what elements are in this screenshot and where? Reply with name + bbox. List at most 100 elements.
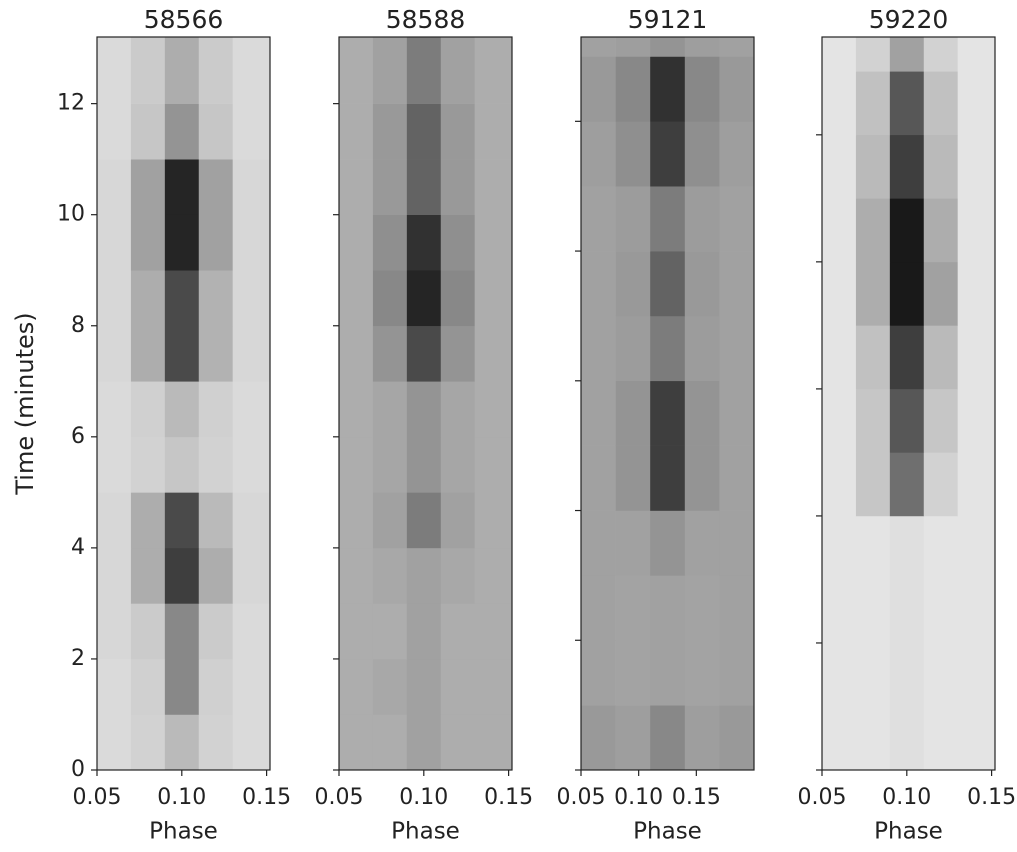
heatmap-cell xyxy=(719,251,755,317)
heatmap-cell xyxy=(97,714,132,771)
heatmap-cell xyxy=(923,579,958,644)
heatmap-cell xyxy=(232,603,271,660)
heatmap-cell xyxy=(650,315,686,382)
heatmap-cell xyxy=(130,159,166,215)
y-tick-label: 2 xyxy=(71,646,85,671)
heatmap-cell xyxy=(406,714,442,771)
heatmap-cell xyxy=(130,658,166,715)
x-axis-label: Phase xyxy=(149,819,218,845)
heatmap-cell xyxy=(615,640,651,706)
heatmap-cell xyxy=(372,547,408,604)
x-tick-label: 0.05 xyxy=(557,785,606,810)
heatmap-cell xyxy=(232,436,271,493)
heatmap-cell xyxy=(164,492,200,549)
heatmap-cell xyxy=(440,714,475,771)
heatmap-cell xyxy=(650,705,686,771)
heatmap-cell xyxy=(957,579,996,644)
heatmap-cell xyxy=(719,380,755,446)
heatmap-cell xyxy=(198,270,233,327)
heatmap-cell xyxy=(719,510,755,576)
heatmap-cell xyxy=(889,515,925,580)
heatmap-cell xyxy=(650,37,686,57)
heatmap-cell xyxy=(232,658,271,715)
heatmap-cell xyxy=(650,56,686,122)
heatmap-cell xyxy=(130,325,166,382)
heatmap-cell xyxy=(372,103,408,160)
heatmap-cell xyxy=(684,705,720,771)
heatmap-cell xyxy=(719,121,755,187)
heatmap-cell xyxy=(440,547,475,604)
heatmap-cell xyxy=(164,658,200,715)
heatmap-cell xyxy=(372,714,408,771)
heatmap-cell xyxy=(232,714,271,771)
heatmap-cell xyxy=(130,603,166,660)
heatmap-cell xyxy=(97,658,132,715)
heatmap-cell xyxy=(97,37,132,104)
heatmap-cell xyxy=(615,445,651,511)
heatmap-cell xyxy=(855,261,891,326)
heatmap-cell xyxy=(440,270,475,327)
heatmap-cell xyxy=(615,380,651,446)
heatmap-cell xyxy=(406,658,442,715)
x-tick-label: 0.05 xyxy=(73,785,122,810)
heatmap-cell xyxy=(684,186,720,252)
heatmap-cell xyxy=(406,325,442,382)
heatmap-cell xyxy=(855,325,891,390)
heatmap-cell xyxy=(232,547,271,604)
heatmap-cell xyxy=(232,103,271,160)
heatmap-cell xyxy=(232,381,271,438)
heatmap-cell xyxy=(957,706,996,771)
heatmap-cell xyxy=(232,325,271,382)
heatmap-cell xyxy=(474,381,513,438)
heatmap-cell xyxy=(719,37,755,57)
heatmap-cell xyxy=(889,388,925,453)
heatmap-cell xyxy=(889,642,925,707)
heatmap-cell xyxy=(97,492,132,549)
heatmap-cell xyxy=(889,706,925,771)
heatmap-cell xyxy=(684,510,720,576)
heatmap-cell xyxy=(889,452,925,517)
heatmap-cell xyxy=(650,510,686,576)
heatmap-cell xyxy=(474,547,513,604)
heatmap-cell xyxy=(339,37,374,104)
heatmap-cell xyxy=(923,261,958,326)
heatmap-cell xyxy=(164,603,200,660)
heatmap-cell xyxy=(440,603,475,660)
x-tick-label: 0.10 xyxy=(614,785,663,810)
heatmap-cell xyxy=(372,325,408,382)
heatmap-cell xyxy=(650,121,686,187)
panel-title: 59220 xyxy=(869,5,949,34)
heatmap-cell xyxy=(581,640,616,706)
heatmap-cell xyxy=(923,71,958,136)
heatmap xyxy=(581,37,755,771)
heatmap-cell xyxy=(684,575,720,641)
heatmap-cell xyxy=(822,71,857,136)
heatmap-cell xyxy=(406,492,442,549)
x-tick-label: 0.05 xyxy=(315,785,364,810)
heatmap-cell xyxy=(822,325,857,390)
heatmap-cell xyxy=(855,452,891,517)
heatmap-cell xyxy=(372,159,408,215)
x-tick-label: 0.10 xyxy=(399,785,448,810)
y-tick-label: 12 xyxy=(57,91,85,116)
x-tick-label: 0.15 xyxy=(484,785,533,810)
heatmap-cell xyxy=(474,492,513,549)
heatmap-cell xyxy=(923,388,958,453)
heatmap-cell xyxy=(164,270,200,327)
heatmap-cell xyxy=(406,103,442,160)
heatmap-cell xyxy=(923,325,958,390)
heatmap-cell xyxy=(615,510,651,576)
heatmap-cell xyxy=(97,103,132,160)
plot-frame xyxy=(338,36,513,771)
heatmap-cell xyxy=(130,270,166,327)
heatmap-cell xyxy=(822,198,857,263)
heatmap-cell xyxy=(440,214,475,271)
heatmap-cell xyxy=(440,658,475,715)
heatmap-cell xyxy=(615,37,651,57)
heatmap-cell xyxy=(581,705,616,771)
heatmap-cell xyxy=(97,547,132,604)
heatmap-cell xyxy=(339,381,374,438)
heatmap-cell xyxy=(855,642,891,707)
heatmap-cell xyxy=(957,37,996,72)
y-tick-label: 0 xyxy=(71,757,85,782)
